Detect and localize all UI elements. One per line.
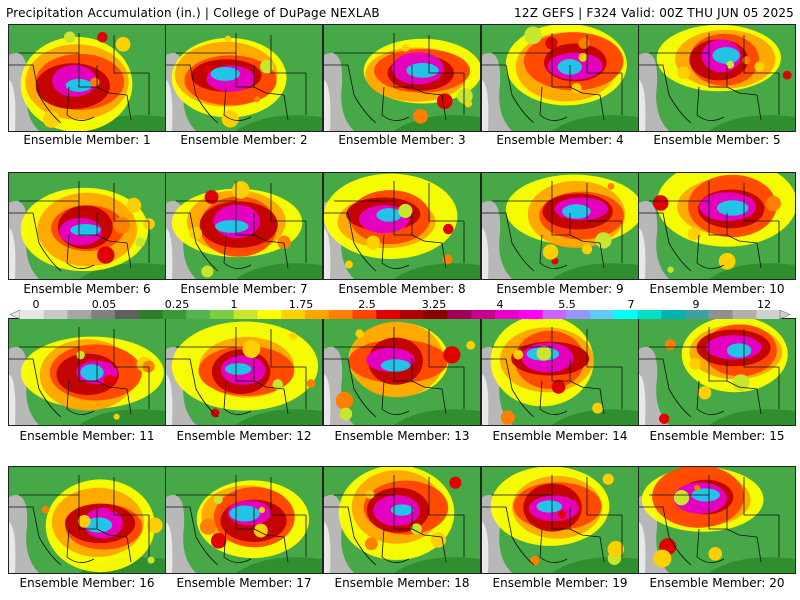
colorbar-tick-label: 0 (32, 298, 40, 311)
colorbar-swatch (43, 310, 68, 319)
ensemble-member-map (481, 466, 639, 574)
colorbar-swatch (613, 310, 638, 319)
colorbar-swatch (91, 310, 116, 319)
colorbar-min-arrow (10, 310, 21, 319)
ensemble-member-caption: Ensemble Member: 20 (649, 576, 785, 590)
colorbar-swatch (566, 310, 591, 319)
colorbar-swatch (685, 310, 710, 319)
colorbar-swatches (10, 310, 790, 319)
model-run-info: 12Z GEFS | F324 Valid: 00Z THU JUN 05 20… (514, 6, 794, 20)
ensemble-member-map (323, 318, 481, 426)
colorbar-swatch (637, 310, 662, 319)
ensemble-member-caption: Ensemble Member: 7 (180, 282, 308, 296)
ensemble-member-map (8, 172, 166, 280)
colorbar-tick-label: 7 (627, 298, 635, 311)
colorbar-tick-label: 9 (692, 298, 700, 311)
ensemble-member-map (165, 466, 323, 574)
colorbar-swatch (376, 310, 401, 319)
colorbar-tick-label: 1 (230, 298, 238, 311)
colorbar-swatch (471, 310, 496, 319)
colorbar-swatch (423, 310, 448, 319)
colorbar-tick-label: 2.5 (358, 298, 376, 311)
ensemble-member-map (165, 172, 323, 280)
colorbar-swatch (328, 310, 353, 319)
ensemble-member-map (481, 172, 639, 280)
ensemble-member-map (638, 172, 796, 280)
colorbar-swatch (138, 310, 163, 319)
colorbar-swatch (233, 310, 258, 319)
colorbar-swatch (732, 310, 757, 319)
ensemble-member-caption: Ensemble Member: 5 (653, 133, 781, 147)
ensemble-member-map (165, 24, 323, 132)
ensemble-member-caption: Ensemble Member: 18 (334, 576, 470, 590)
colorbar-swatch (542, 310, 567, 319)
ensemble-member-caption: Ensemble Member: 17 (176, 576, 312, 590)
colorbar-tick-label: 1.75 (288, 298, 314, 311)
ensemble-member-caption: Ensemble Member: 13 (334, 429, 470, 443)
ensemble-member-caption: Ensemble Member: 12 (176, 429, 312, 443)
ensemble-member-caption: Ensemble Member: 14 (492, 429, 628, 443)
ensemble-member-caption: Ensemble Member: 4 (496, 133, 624, 147)
ensemble-member-caption: Ensemble Member: 8 (338, 282, 466, 296)
ensemble-member-caption: Ensemble Member: 3 (338, 133, 466, 147)
ensemble-member-caption: Ensemble Member: 2 (180, 133, 308, 147)
colorbar-swatch (162, 310, 187, 319)
colorbar-tick-label: 4 (496, 298, 504, 311)
colorbar-swatch (447, 310, 472, 319)
ensemble-member-map (638, 318, 796, 426)
ensemble-member-caption: Ensemble Member: 9 (496, 282, 624, 296)
colorbar-swatch (495, 310, 520, 319)
ensemble-member-map (323, 466, 481, 574)
ensemble-member-map (481, 24, 639, 132)
colorbar-swatch (115, 310, 140, 319)
colorbar-swatch (708, 310, 733, 319)
ensemble-member-map (323, 172, 481, 280)
ensemble-member-caption: Ensemble Member: 1 (23, 133, 151, 147)
colorbar-swatch (400, 310, 425, 319)
colorbar-tick-label: 12 (757, 298, 771, 311)
ensemble-member-caption: Ensemble Member: 6 (23, 282, 151, 296)
colorbar-tick-label: 5.5 (558, 298, 576, 311)
colorbar-swatch (305, 310, 330, 319)
colorbar-swatch (257, 310, 282, 319)
colorbar-swatch (756, 310, 781, 319)
colorbar-swatch (352, 310, 377, 319)
colorbar-max-arrow (779, 310, 790, 319)
colorbar-swatch (210, 310, 235, 319)
ensemble-member-map (8, 318, 166, 426)
ensemble-member-caption: Ensemble Member: 19 (492, 576, 628, 590)
colorbar-tick-label: 0.25 (164, 298, 190, 311)
colorbar-swatch (281, 310, 306, 319)
ensemble-member-map (638, 466, 796, 574)
colorbar-swatch (518, 310, 543, 319)
colorbar-tick-label: 0.05 (91, 298, 117, 311)
ensemble-member-caption: Ensemble Member: 15 (649, 429, 785, 443)
colorbar-tick-label: 3.25 (421, 298, 447, 311)
colorbar-swatch (661, 310, 686, 319)
ensemble-member-map (323, 24, 481, 132)
ensemble-member-caption: Ensemble Member: 16 (19, 576, 155, 590)
ensemble-member-map (481, 318, 639, 426)
precip-colorbar: 0 0.05 0.25 1 1.75 2.5 3.25 4 5.5 7 9 12 (10, 298, 790, 320)
ensemble-member-caption: Ensemble Member: 11 (19, 429, 155, 443)
colorbar-swatch (186, 310, 211, 319)
ensemble-member-map (165, 318, 323, 426)
colorbar-swatch (67, 310, 92, 319)
ensemble-member-caption: Ensemble Member: 10 (649, 282, 785, 296)
ensemble-member-map (8, 466, 166, 574)
ensemble-member-map (8, 24, 166, 132)
ensemble-member-map (638, 24, 796, 132)
colorbar-swatch (20, 310, 45, 319)
map-title: Precipitation Accumulation (in.) | Colle… (6, 6, 380, 20)
colorbar-swatch (590, 310, 615, 319)
